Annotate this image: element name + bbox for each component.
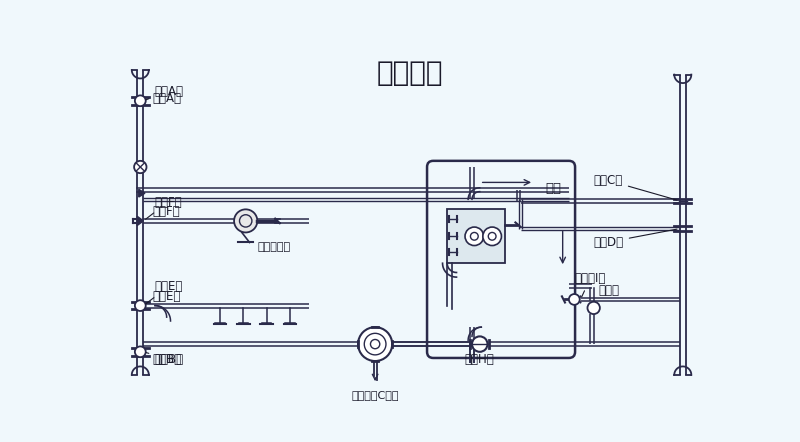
Text: 三通球阀C加水: 三通球阀C加水 [351,390,399,400]
Text: 球阀D关: 球阀D关 [594,229,677,248]
Circle shape [358,327,392,361]
Text: 水泵: 水泵 [546,182,562,195]
Text: 罐体口: 罐体口 [598,284,619,297]
Circle shape [134,161,146,173]
Circle shape [569,294,580,305]
Circle shape [465,227,484,246]
Bar [447,210,506,263]
Circle shape [472,336,487,352]
Polygon shape [138,216,143,225]
Circle shape [234,210,258,232]
Text: 球阀C关: 球阀C关 [594,174,677,200]
Circle shape [135,95,146,106]
Circle shape [587,302,600,314]
Circle shape [483,227,502,246]
Text: 球阀A关: 球阀A关 [153,92,182,105]
Text: 球阀E关: 球阀E关 [146,280,182,304]
Text: 消防栓I关: 消防栓I关 [574,273,606,297]
Text: 球阀H开: 球阀H开 [465,353,494,366]
Text: 球阀A关: 球阀A关 [146,84,183,100]
Polygon shape [138,189,145,197]
Text: 洒水炮出口: 洒水炮出口 [258,243,290,252]
Text: 球阀B关: 球阀B关 [146,353,183,366]
Circle shape [135,347,146,357]
Text: 球阀F关: 球阀F关 [153,205,180,218]
Text: 球阀E关: 球阀E关 [153,290,181,303]
Text: 水泵加水: 水泵加水 [377,59,443,87]
Circle shape [135,300,146,311]
Text: 球阀F关: 球阀F关 [146,195,182,219]
Text: 球阀B关: 球阀B关 [153,353,182,366]
